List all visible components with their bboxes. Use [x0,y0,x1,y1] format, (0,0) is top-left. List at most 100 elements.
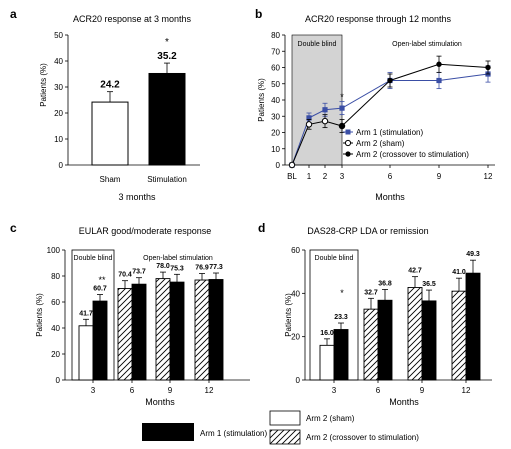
panel-b-ytick-label-6: 60 [271,64,280,73]
panel-c-value-label-s0-m9: 78.0 [156,263,170,270]
legend-b-cross-text: Arm 2 (crossover to stimulation) [356,150,469,159]
legend-b-arm2-marker [344,139,352,147]
panel-a-significance: * [165,37,169,48]
panel-d-bar-s0-m3 [319,344,335,381]
panel-d-value-label-s0-m9: 42.7 [408,268,422,275]
panel-d-value-label-s1-m9: 36.5 [422,281,436,288]
panel-c-bar-s1-m12 [208,279,224,381]
panel-a-xtick-label-0: Sham [100,175,121,184]
panel-c-bar-s1-m3 [92,300,108,381]
panel-d-bar-s0-m12 [451,290,467,381]
legend-arm2-cross-swatch [269,429,301,445]
panel-b-point-arm2-crossover-1 [387,77,393,84]
panel-a-ytick-label-2: 20 [54,109,63,118]
panel-b-point-arm2-sham-2 [321,117,329,125]
panel-c-bar-s0-m9 [155,278,171,381]
panel-b-title: ACR20 response through 12 months [305,14,452,24]
panel-c-bar-s1-m6 [131,283,147,381]
legend-b-arm2-text: Arm 2 (sham) [356,139,405,148]
panel-a-ytick-label-1: 10 [54,135,63,144]
panel-b-point-arm2-sham-1 [305,121,313,128]
panel-d-xtick-label-1: 6 [376,386,381,395]
panel-c-value-label-s0-m12: 76.9 [195,265,209,272]
panel-b-ytick-label-2: 20 [271,129,280,138]
panel-b-xtick-label-4: 6 [388,172,393,181]
panel-d-title: DAS28-CRP LDA or remission [307,226,428,236]
panel-d-significance: * [340,288,344,298]
panel-c-xtick-label-1: 6 [130,386,135,395]
panel-d-double-blind-label: Double blind [315,255,354,262]
panel-d-bar-s0-m9 [407,287,423,381]
panel-a-bar-sham [91,101,129,166]
panel-b-double-blind-label: Double blind [298,41,337,48]
panel-b-xtick-label-1: 1 [307,172,312,181]
panel-c-bar-s0-m3 [78,325,94,381]
panel-c-ytick-label-1: 20 [51,350,60,359]
panel-b-ytick-label-3: 30 [271,112,280,121]
panel-label-a: a [10,7,17,21]
panel-c-xtick-label-3: 12 [205,386,214,395]
panel-b: ACR20 response through 12 months Double … [257,14,495,202]
panel-b-xtick-label-3: 3 [340,172,345,181]
panel-c-ytick-label-5: 100 [47,246,61,255]
panel-d: DAS28-CRP LDA or remission Double blind … [284,226,492,407]
panel-b-ytick-label-0: 0 [276,161,281,170]
panel-a-ytick-label-4: 40 [54,57,63,66]
panel-d-value-label-s1-m6: 36.8 [378,280,392,287]
panel-b-ytick-label-8: 80 [271,31,280,40]
panel-d-value-label-s1-m3: 23.3 [334,314,348,321]
legend-b-arm1-text: Arm 1 (stimulation) [356,128,423,137]
panel-b-series [288,55,491,169]
panel-b-point-arm2-crossover-3 [485,64,491,71]
panel-b-point-arm1-1 [306,115,312,121]
panel-c-open-label: Open-label stimulation [143,255,213,262]
legend-b-cross-marker [345,151,351,157]
panel-b-xtick-label-6: 12 [484,172,493,181]
panel-c-value-label-s1-m6: 73.7 [132,269,146,276]
panel-b-point-arm1-5 [436,77,442,84]
legend-arm1-swatch [142,423,194,441]
panel-a: ACR20 response at 3 months 0 10 20 30 40 50 Sh… [39,14,200,202]
panel-b-xtick-label-2: 2 [323,172,328,181]
bottom-legend: Arm 1 (stimulation) Arm 2 (sham) Arm 2 (… [142,410,419,445]
panel-c-ytick-label-0: 0 [56,376,61,385]
panel-d-value-label-s0-m6: 32.7 [364,289,378,296]
panel-c-double-blind-label: Double blind [74,255,113,262]
panel-d-bar-s1-m6 [377,299,393,381]
panel-d-xtick-label-3: 12 [462,386,471,395]
panel-c-title: EULAR good/moderate response [79,226,212,236]
panel-b-point-arm1-3 [339,105,345,111]
panel-c-value-label-s1-m12: 77.3 [209,264,223,271]
panel-c-value-label-s0-m3: 41.7 [79,310,93,317]
panel-b-ytick-label-4: 40 [271,96,280,105]
panel-b-ylabel: Patients (%) [257,78,266,122]
legend-arm2-cross-label: Arm 2 (crossover to stimulation) [306,433,419,442]
panel-d-ytick-label-1: 20 [291,333,300,342]
panel-d-bar-s1-m3 [333,329,349,381]
panel-label-b: b [255,7,262,21]
panel-a-ytick-label-3: 30 [54,83,63,92]
panel-a-value-label-1: 35.2 [157,51,177,62]
panel-c-bars: 41.7 60.7 70.4 73.7 78.0 75.3 76.9 77.3 [78,263,224,381]
panel-c-xlabel: Months [145,397,175,407]
panel-b-open-label: Open-label stimulation [392,41,462,48]
panel-a-title: ACR20 response at 3 months [73,14,192,24]
panel-d-value-label-s0-m12: 41.0 [452,269,466,276]
panel-c-xtick-label-0: 3 [91,386,96,395]
panel-d-value-label-s0-m3: 16.0 [320,330,334,337]
panel-a-ytick-label-5: 50 [54,31,63,40]
panel-c-value-label-s1-m3: 60.7 [93,286,107,293]
panel-b-line-arm2-crossover [341,63,489,127]
panel-a-bar-stimulation [148,72,186,166]
panel-d-bar-s1-m12 [465,272,481,381]
panel-a-xtick-label-1: Stimulation [147,175,187,184]
panel-c-ytick-label-3: 60 [51,298,60,307]
panel-c-bar-s0-m6 [117,288,133,381]
legend-b-arm1-marker [345,129,351,135]
panel-d-xlabel: Months [389,397,419,407]
panel-c-significance: ** [98,275,106,285]
panel-d-bar-s1-m9 [421,300,437,381]
panel-d-xtick-label-2: 9 [420,386,425,395]
